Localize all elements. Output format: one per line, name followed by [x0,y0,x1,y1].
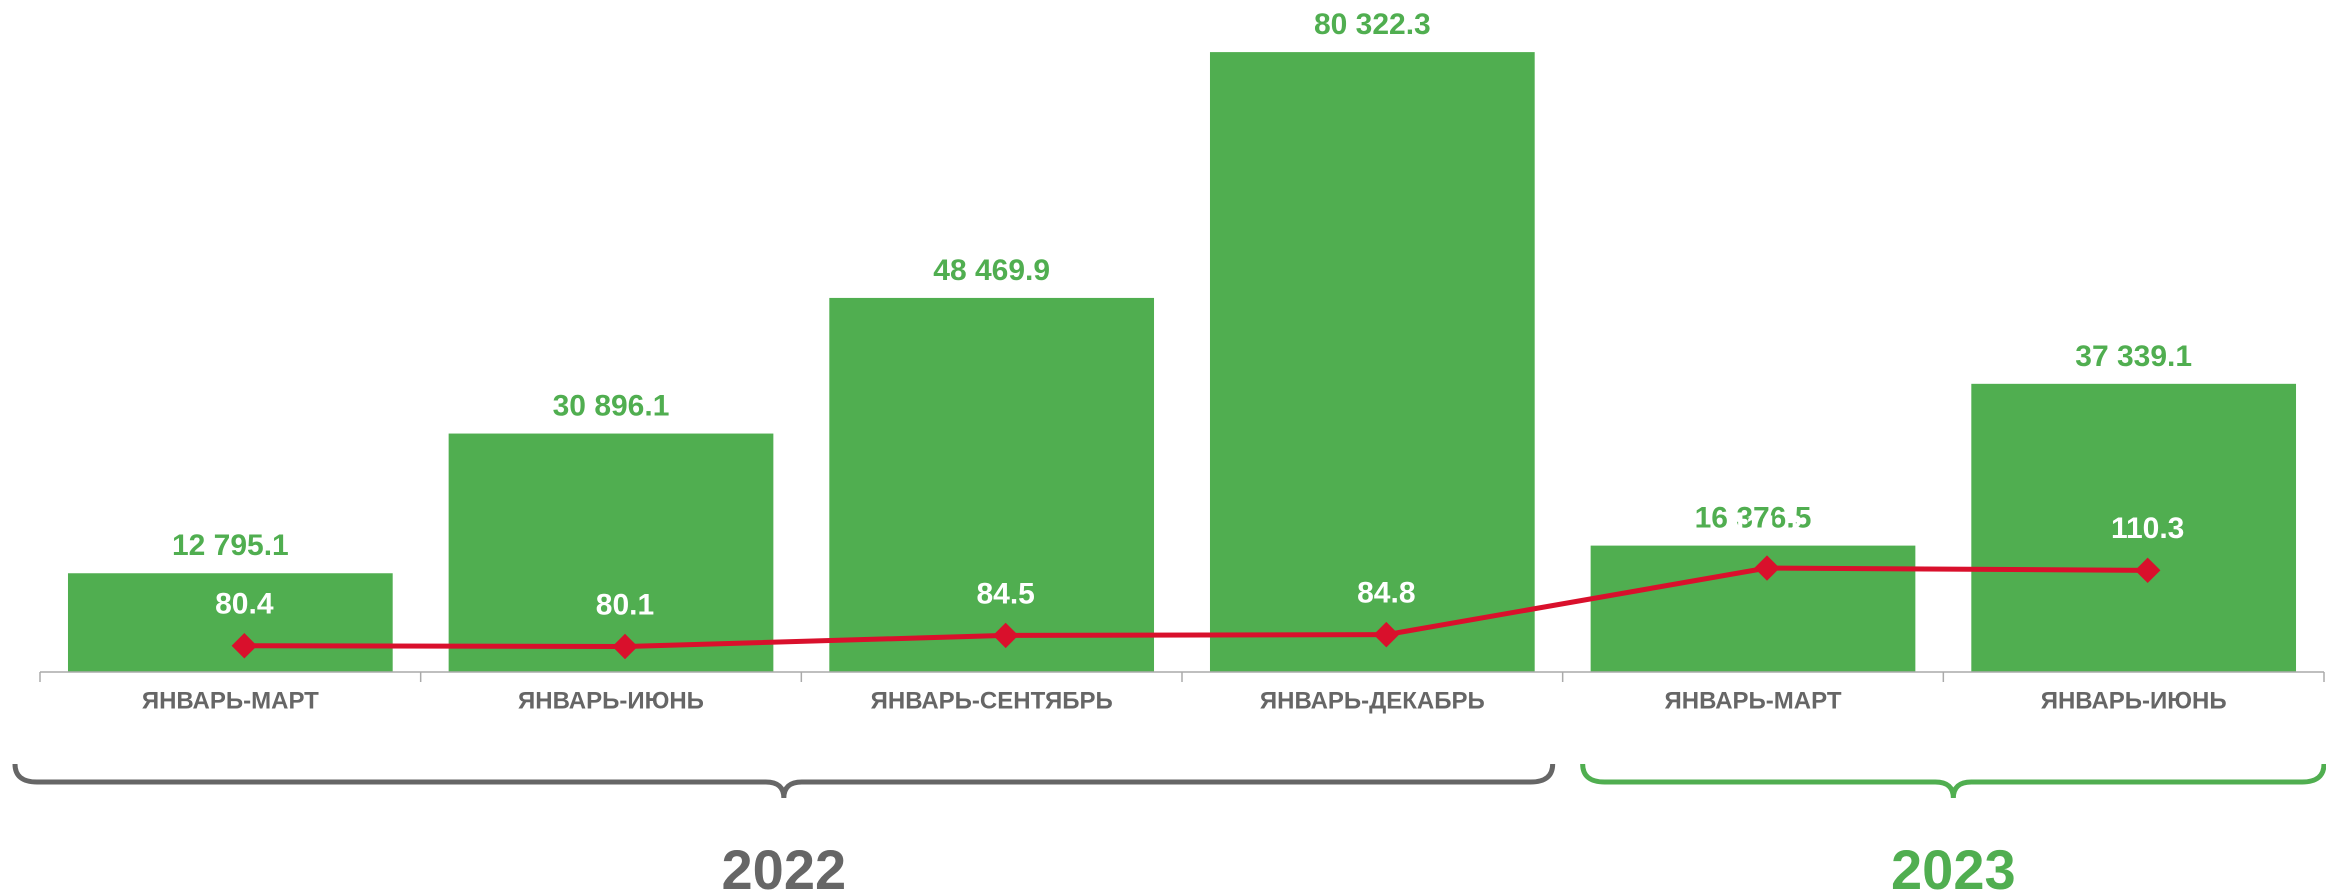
line-value-label: 111.2 [1731,510,1803,543]
x-tick-label: ЯНВАРЬ-МАРТ [1665,687,1842,714]
group-label: 2023 [1891,838,2016,896]
line-value-label: 80.4 [215,588,274,621]
line-value-label: 80.1 [596,588,654,621]
bar-value-label: 80 322.3 [1314,8,1431,41]
group-brace [1580,763,2326,799]
line-marker [992,622,1019,649]
x-tick-label: ЯНВАРЬ-ИЮНЬ [518,687,704,714]
line-marker [231,633,258,659]
x-tick-label: ЯНВАРЬ-МАРТ [142,687,319,714]
line-value-label: 110.3 [2111,512,2184,545]
bar [1590,545,1916,672]
bar-value-label: 16 376.5 [1695,502,1812,535]
line-value-label: 84.5 [976,577,1034,610]
line-marker [612,633,638,660]
x-tick-label: ЯНВАРЬ-ДЕКАБРЬ [1260,687,1485,714]
group-brace [12,763,1556,799]
bar [67,573,393,672]
bar-value-label: 30 896.1 [553,389,670,422]
line [244,565,2148,650]
line-value-label: 84.8 [1357,577,1415,610]
x-tick-label: ЯНВАРЬ-СЕНТЯБРЬ [871,687,1113,714]
group-label: 2022 [722,838,847,896]
bar [448,433,774,672]
bar-value-label: 12 795.1 [172,529,289,562]
bar [1209,52,1535,673]
bar [1971,383,2297,672]
x-tick-label: ЯНВАРЬ-ИЮНЬ [2041,687,2227,714]
bar-value-label: 37 339.1 [2075,340,2192,373]
bar-value-label: 48 469.9 [933,254,1050,287]
bar [829,297,1155,672]
